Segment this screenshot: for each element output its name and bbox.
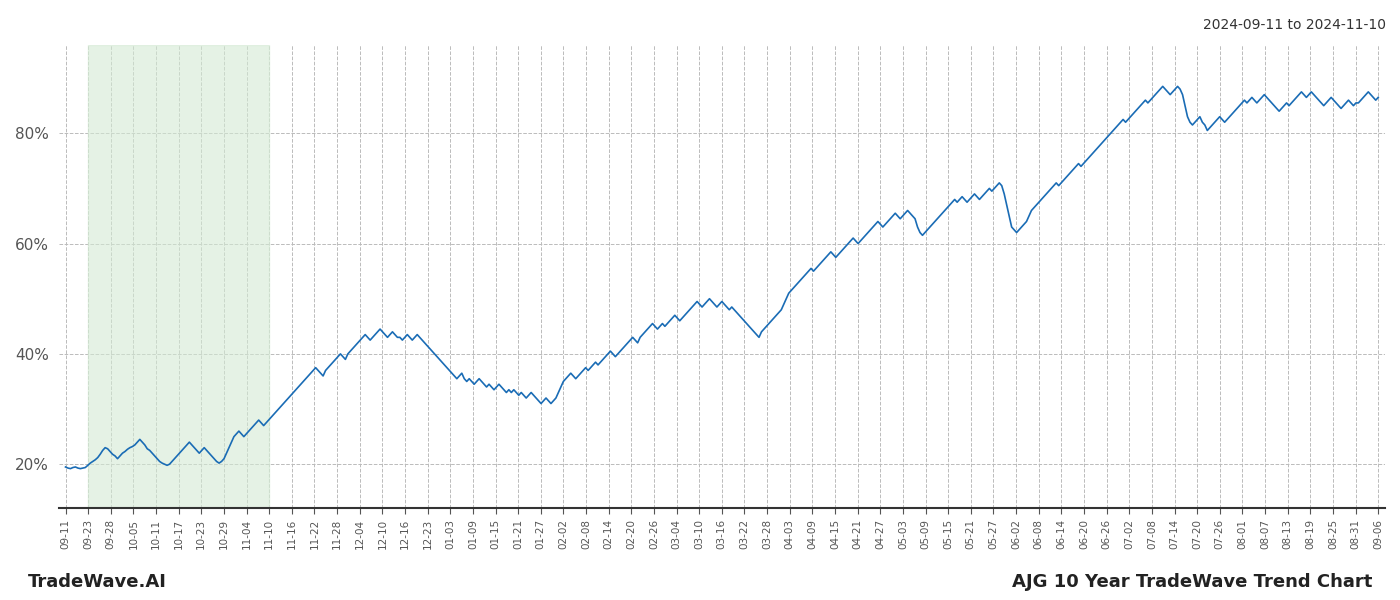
Bar — [88, 45, 269, 508]
Text: TradeWave.AI: TradeWave.AI — [28, 573, 167, 591]
Text: AJG 10 Year TradeWave Trend Chart: AJG 10 Year TradeWave Trend Chart — [1012, 573, 1372, 591]
Text: 2024-09-11 to 2024-11-10: 2024-09-11 to 2024-11-10 — [1203, 18, 1386, 32]
